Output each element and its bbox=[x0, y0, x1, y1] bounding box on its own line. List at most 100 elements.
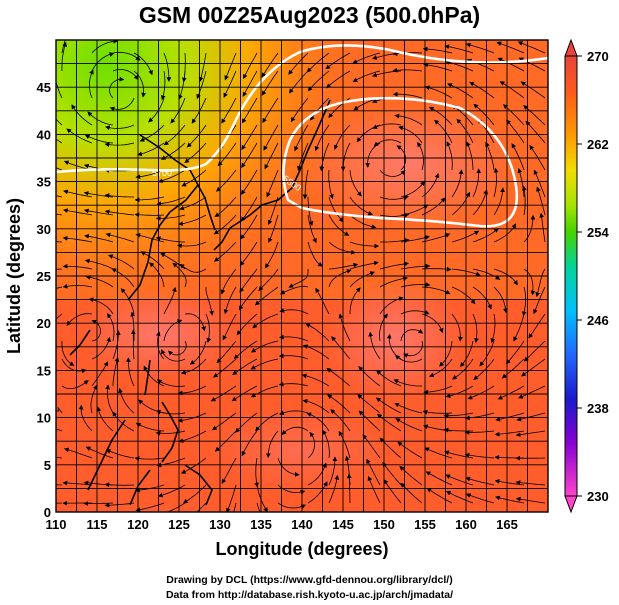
streamline bbox=[56, 502, 63, 504]
streamline bbox=[423, 385, 453, 395]
streamline bbox=[533, 169, 546, 198]
streamline bbox=[156, 196, 186, 206]
streamline bbox=[328, 196, 344, 223]
streamline bbox=[279, 308, 309, 315]
streamline bbox=[505, 340, 525, 365]
streamline bbox=[375, 397, 402, 414]
streamline bbox=[61, 40, 66, 54]
streamline bbox=[525, 120, 546, 144]
x-tick-label: 145 bbox=[332, 517, 354, 532]
streamline bbox=[220, 268, 237, 295]
streamline bbox=[158, 169, 186, 183]
streamline bbox=[444, 44, 474, 54]
streamline bbox=[535, 268, 546, 298]
streamline bbox=[262, 97, 279, 124]
streamline bbox=[126, 357, 135, 387]
streamline bbox=[467, 385, 495, 400]
streamline bbox=[358, 410, 381, 432]
y-tick-label: 45 bbox=[37, 80, 51, 95]
streamline bbox=[177, 385, 207, 396]
streamline bbox=[118, 387, 135, 414]
streamline bbox=[111, 268, 135, 288]
streamline bbox=[294, 124, 309, 152]
streamline bbox=[61, 340, 75, 366]
x-tick-label: 135 bbox=[250, 517, 272, 532]
streamline bbox=[314, 124, 330, 152]
streamline bbox=[517, 168, 525, 198]
streamline bbox=[403, 340, 424, 358]
colorbar-tick-label: 270 bbox=[587, 49, 609, 64]
streamline bbox=[163, 124, 186, 146]
streamline bbox=[241, 142, 258, 168]
streamline bbox=[105, 449, 135, 459]
streamline bbox=[163, 52, 172, 82]
streamline bbox=[66, 313, 93, 326]
streamline bbox=[372, 123, 402, 129]
streamline bbox=[186, 124, 207, 148]
streamline bbox=[425, 471, 453, 486]
streamline bbox=[307, 196, 314, 227]
streamline bbox=[278, 381, 309, 387]
streamline bbox=[120, 288, 135, 315]
streamline bbox=[56, 268, 63, 270]
streamline bbox=[352, 70, 381, 82]
streamline bbox=[241, 430, 258, 457]
streamline bbox=[506, 119, 525, 144]
streamline bbox=[178, 430, 207, 443]
streamline bbox=[338, 313, 351, 342]
streamline bbox=[328, 169, 334, 200]
streamline bbox=[515, 430, 546, 437]
streamline bbox=[163, 319, 183, 342]
streamline bbox=[279, 334, 309, 342]
colorbar-top-arrow bbox=[564, 38, 578, 57]
streamline bbox=[349, 214, 377, 229]
streamline bbox=[177, 412, 207, 423]
streamline bbox=[56, 286, 63, 289]
streamline bbox=[235, 412, 258, 433]
streamline bbox=[255, 412, 279, 432]
streamline bbox=[394, 354, 423, 363]
streamline bbox=[160, 142, 186, 160]
streamline bbox=[302, 169, 309, 200]
streamline bbox=[241, 124, 258, 151]
streamline bbox=[445, 385, 474, 399]
streamline bbox=[196, 70, 207, 100]
streamline bbox=[213, 214, 237, 235]
streamline bbox=[158, 502, 186, 512]
colorbar-tick-label: 254 bbox=[587, 225, 609, 240]
streamline bbox=[56, 195, 63, 198]
streamline bbox=[421, 173, 440, 198]
colorbar-tick-label: 246 bbox=[587, 313, 609, 328]
streamline bbox=[56, 456, 63, 459]
streamline bbox=[352, 52, 381, 64]
streamline bbox=[516, 412, 546, 422]
streamline bbox=[496, 41, 525, 54]
streamline bbox=[61, 41, 67, 72]
streamline bbox=[511, 143, 525, 171]
streamline bbox=[277, 502, 307, 509]
streamline bbox=[302, 398, 330, 414]
streamline bbox=[83, 208, 114, 216]
streamline bbox=[205, 313, 212, 343]
streamline bbox=[149, 262, 165, 288]
streamline bbox=[328, 214, 350, 236]
streamline bbox=[266, 169, 279, 198]
streamline bbox=[278, 353, 309, 360]
y-tick-label: 25 bbox=[37, 269, 51, 284]
streamline bbox=[495, 412, 525, 422]
streamline bbox=[155, 236, 185, 243]
streamline bbox=[238, 286, 258, 311]
streamline bbox=[221, 457, 237, 484]
streamline bbox=[254, 286, 279, 306]
streamline bbox=[163, 286, 177, 315]
colorbar-bottom-arrow bbox=[564, 495, 578, 514]
streamline bbox=[85, 446, 114, 459]
colorbar-ticks: 270 262 254 246 238 230 bbox=[577, 49, 609, 504]
streamline bbox=[134, 456, 165, 461]
colorbar-tick-label: 262 bbox=[587, 137, 609, 152]
streamline bbox=[328, 456, 338, 486]
streamline bbox=[451, 313, 463, 342]
streamline bbox=[63, 447, 93, 459]
streamline bbox=[517, 41, 546, 54]
streamline bbox=[443, 412, 474, 419]
